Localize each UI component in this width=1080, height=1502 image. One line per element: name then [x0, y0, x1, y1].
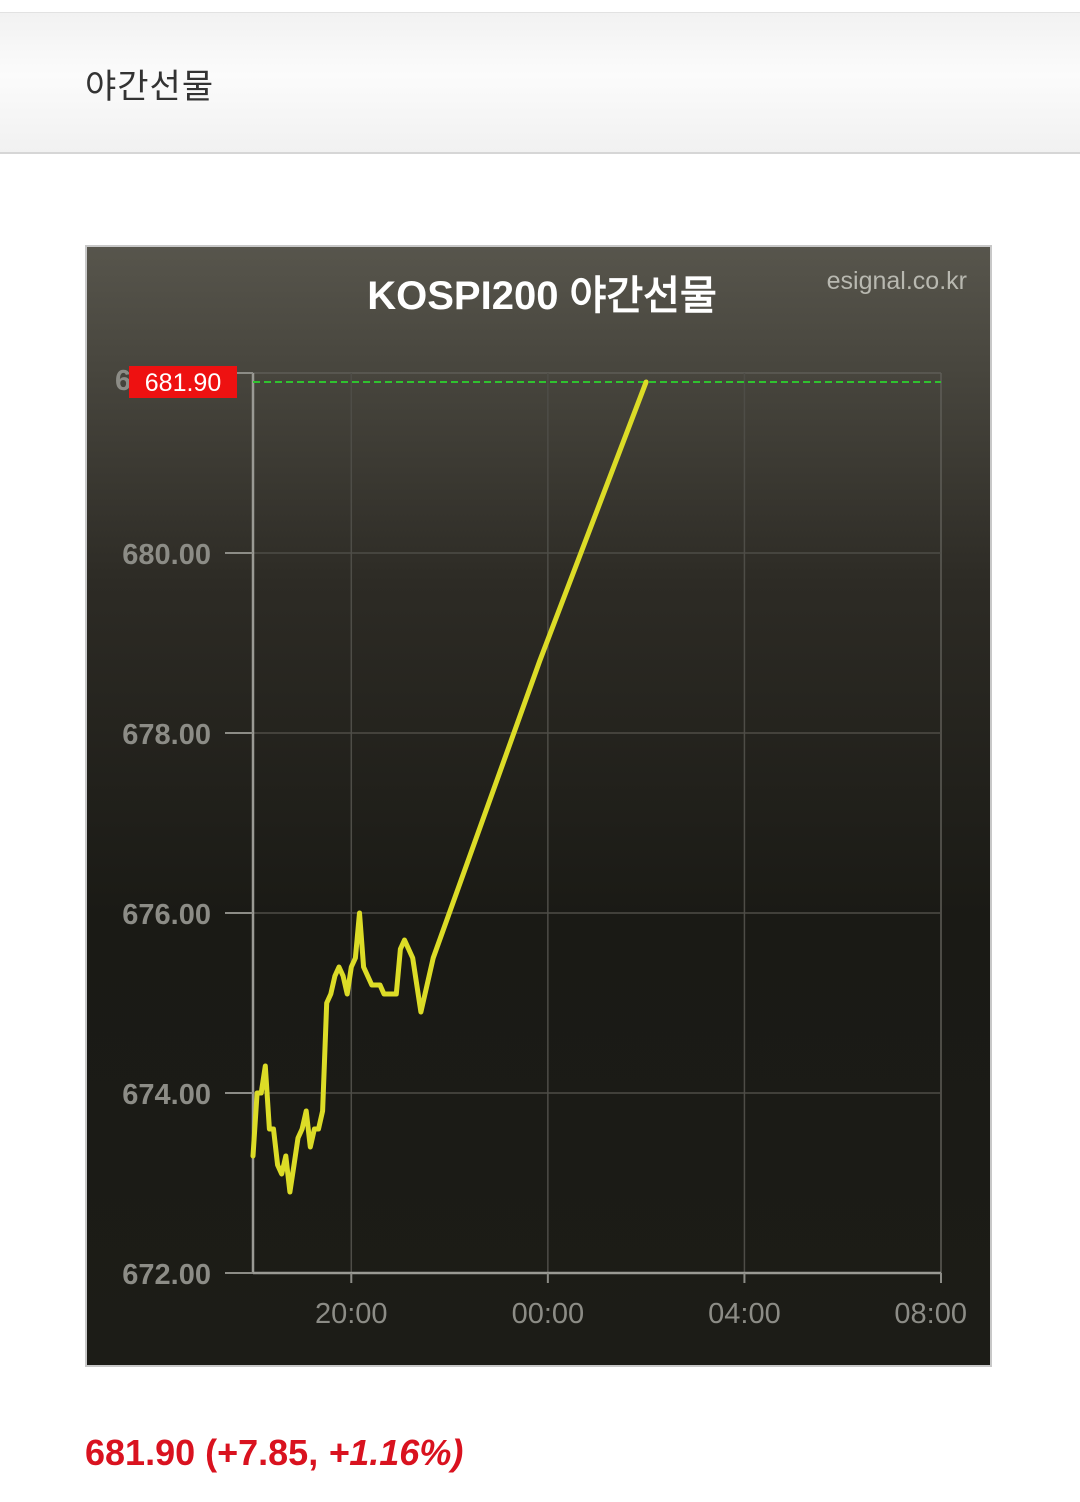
page-title: 야간선물 — [85, 67, 215, 107]
badge-occluded-tick-digit: 6 — [115, 365, 131, 397]
x-tick-label: 04:00 — [708, 1298, 781, 1330]
y-tick-label: 674.00 — [122, 1079, 211, 1111]
x-tick-label: 20:00 — [315, 1298, 388, 1330]
current-price-badge-label: 681.90 — [145, 369, 221, 397]
y-tick-label: 680.00 — [122, 539, 211, 571]
y-axis-ticks: 672.00 674.00 676.00 678.00 680.00 — [122, 372, 253, 1291]
y-tick-label: 672.00 — [122, 1259, 211, 1291]
app-header: 야간선물 — [0, 12, 1080, 154]
current-price-badge-bg — [129, 366, 237, 398]
x-axis-ticks: 20:00 00:00 04:00 08:00 — [315, 1273, 967, 1330]
chart-container: KOSPI200 야간선물 esignal.co.kr 672.00 674.00… — [85, 245, 992, 1367]
x-tick-label: 08:00 — [894, 1298, 967, 1330]
current-price-badge: 6 681.90 — [115, 365, 237, 398]
summary-change-pct: +1.16%) — [328, 1432, 464, 1473]
summary-price: 681.90 — [85, 1432, 196, 1473]
price-summary: 681.90 (+7.85, +1.16%) — [85, 1432, 463, 1474]
grid-lines — [251, 372, 942, 1275]
chart-title: KOSPI200 야간선물 — [367, 274, 717, 318]
watermark: esignal.co.kr — [827, 267, 967, 295]
night-futures-chart: KOSPI200 야간선물 esignal.co.kr 672.00 674.00… — [115, 267, 967, 1330]
summary-change: (+7.85, — [205, 1432, 319, 1473]
x-tick-label: 00:00 — [512, 1298, 585, 1330]
y-tick-label: 678.00 — [122, 719, 211, 751]
y-tick-label: 676.00 — [122, 899, 211, 931]
series-line — [250, 379, 649, 1195]
